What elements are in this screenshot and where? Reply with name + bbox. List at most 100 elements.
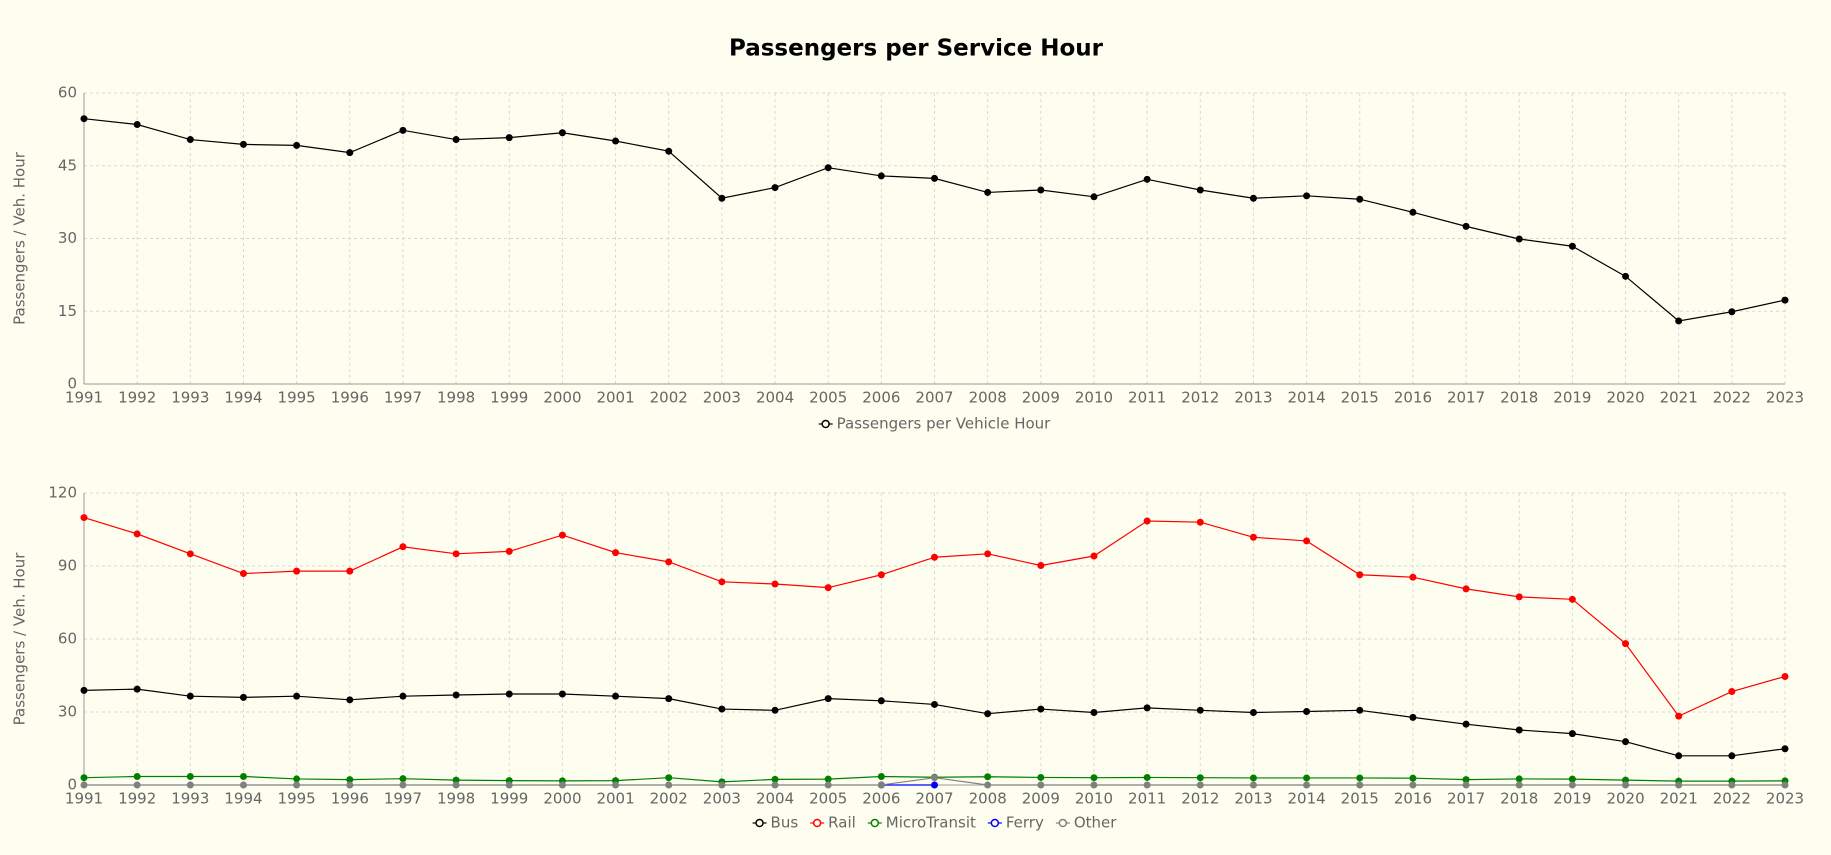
data-point [1143,773,1151,781]
data-point [1409,573,1417,581]
data-point [1356,774,1364,782]
data-point [1143,704,1151,712]
data-point [452,781,460,789]
data-point [1196,706,1204,714]
data-point [293,567,301,575]
x-tick-label: 2020 [1606,389,1644,407]
x-tick-label: 2022 [1713,790,1751,808]
data-point [665,774,673,782]
data-point [1675,781,1683,789]
data-point [239,781,247,789]
x-tick-label: 1995 [278,389,316,407]
data-point [1568,775,1576,783]
x-tick-label: 2013 [1234,389,1272,407]
x-tick-label: 1992 [118,389,156,407]
x-tick-label: 2016 [1394,389,1432,407]
data-point [346,776,354,784]
data-point [1728,308,1736,316]
data-point [771,781,779,789]
data-point [80,774,88,782]
x-tick-label: 1993 [171,389,209,407]
data-point [718,578,726,586]
y-tick-label: 30 [58,703,77,721]
data-point [1515,781,1523,789]
data-point [1196,518,1204,526]
data-point [1409,781,1417,789]
x-tick-label: 2010 [1075,389,1113,407]
data-point [1675,752,1683,760]
data-point [239,772,247,780]
x-tick-label: 2003 [703,389,741,407]
data-point [186,550,194,558]
data-point [133,772,141,780]
data-point [505,547,513,555]
data-point [239,693,247,701]
data-point [1356,781,1364,789]
data-point [1090,193,1098,201]
data-point [133,781,141,789]
x-tick-label: 2019 [1553,790,1591,808]
x-tick-label: 2009 [1022,389,1060,407]
x-tick-label: 2023 [1766,389,1804,407]
y-axis-label: Passengers / Veh. Hour [11,151,29,325]
data-point [1781,672,1789,680]
x-tick-label: 2022 [1713,389,1751,407]
x-tick-label: 2021 [1660,790,1698,808]
data-point [1249,194,1257,202]
data-point [1462,585,1470,593]
data-point [1728,688,1736,696]
data-point [346,696,354,704]
data-point [665,781,673,789]
data-point [1090,781,1098,789]
data-point [505,134,513,142]
data-point [931,781,938,789]
data-point [1143,781,1151,789]
data-point [1781,781,1789,789]
data-point [1249,774,1257,782]
data-point [1622,781,1630,789]
data-point [1303,781,1311,789]
x-tick-label: 2023 [1766,790,1804,808]
data-point [1675,317,1683,325]
x-tick-label: 1995 [278,790,316,808]
y-tick-label: 0 [67,776,77,794]
data-point [1515,593,1523,601]
x-tick-label: 1994 [224,389,262,407]
data-point [452,776,460,784]
y-tick-label: 30 [58,229,77,247]
data-point [80,115,88,123]
data-point [452,550,460,558]
data-point [1037,773,1045,781]
x-tick-label: 2007 [915,790,953,808]
data-point [80,514,88,522]
x-tick-label: 2016 [1394,790,1432,808]
data-point [665,147,673,155]
data-point [1090,552,1098,560]
data-point [877,697,885,705]
data-point [1356,195,1364,203]
x-tick-label: 2017 [1447,389,1485,407]
data-point [1515,235,1523,243]
data-point [1303,774,1311,782]
x-tick-label: 1992 [118,790,156,808]
data-point [558,129,566,137]
x-tick-label: 2008 [969,389,1007,407]
data-point [133,121,141,129]
x-tick-label: 2017 [1447,790,1485,808]
data-point [877,781,885,789]
data-point [612,549,620,557]
data-point [1196,774,1204,782]
x-tick-label: 2015 [1341,790,1379,808]
data-point [771,775,779,783]
data-point [877,772,885,780]
data-point [612,781,620,789]
legend-marker [821,419,830,429]
data-point [346,567,354,575]
data-point [1462,222,1470,230]
data-point [133,530,141,538]
y-tick-label: 15 [58,302,77,320]
data-point [1303,192,1311,200]
x-tick-label: 2004 [756,389,794,407]
data-point [1356,706,1364,714]
